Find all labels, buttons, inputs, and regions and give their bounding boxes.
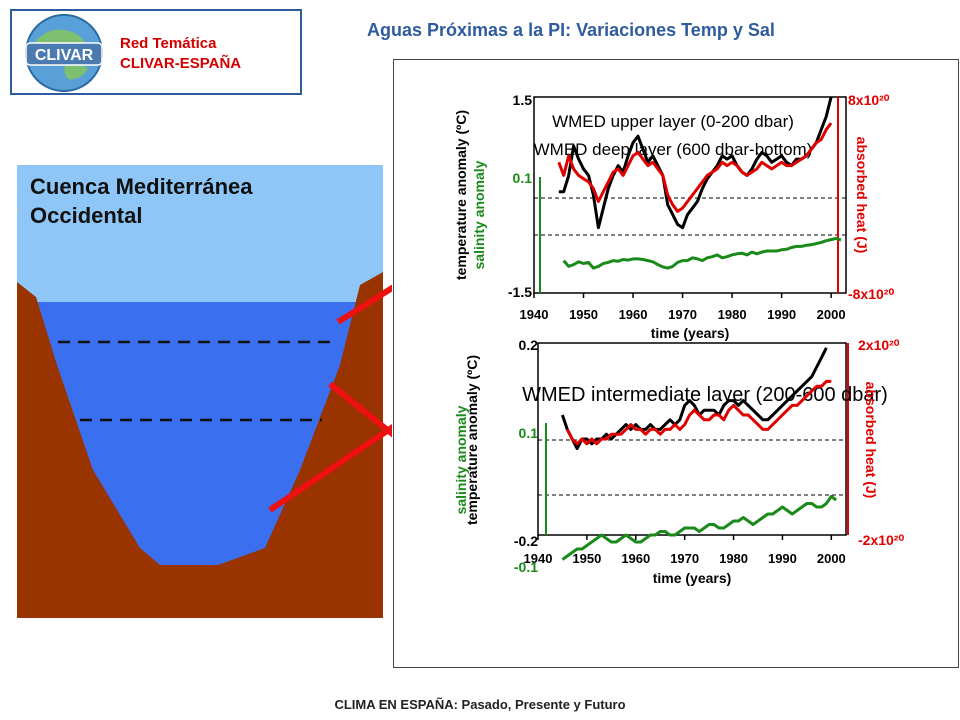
logo-org-line1: Red Temática <box>120 35 217 52</box>
x-tick-label: 1980 <box>718 307 747 322</box>
chart-title: WMED deep layer (600 dbar-bottom) <box>534 140 813 159</box>
x-tick-label: 2000 <box>817 307 846 322</box>
x-tick-label: 1950 <box>569 307 598 322</box>
series-line-temperature <box>557 122 833 213</box>
seabed-land <box>17 272 383 618</box>
basin-label-line1: Cuenca Mediterránea <box>30 174 253 199</box>
x-tick-label: 1970 <box>670 551 699 566</box>
x-tick-label: 1970 <box>668 307 697 322</box>
chart-title: WMED upper layer (0-200 dbar) <box>552 112 794 131</box>
arrow-intermediate-to-bottom-chart <box>328 381 392 438</box>
heat-tick-label: 8x10²⁰ <box>848 92 890 108</box>
heat-axis-label: absorbed heat (J) <box>854 137 870 254</box>
temperature-axis-label: temperature anomaly (ºC) <box>453 110 469 280</box>
heat-axis-label: absorbed heat (J) <box>863 382 879 499</box>
temperature-tick-label: 1.5 <box>513 92 533 108</box>
series-line-heat <box>558 96 833 230</box>
x-tick-label: 1960 <box>621 551 650 566</box>
chart-panel-2: WMED intermediate layer (200-600 dbar) 19… <box>453 337 904 586</box>
temperature-tick-label: -1.5 <box>508 284 532 300</box>
salinity-tick-label: 0.1 <box>519 425 539 441</box>
logo-box: CLIVAR <box>10 9 302 95</box>
series-line-heat <box>560 347 828 451</box>
logo-org-name: Red Temática CLIVAR-ESPAÑA <box>120 34 241 74</box>
heat-tick-label: 2x10²⁰ <box>858 337 900 353</box>
x-tick-label: 1960 <box>619 307 648 322</box>
temperature-axis-label: temperature anomaly (ºC) <box>464 355 480 525</box>
heat-tick-label: -8x10²⁰ <box>848 286 894 302</box>
chart-title: WMED intermediate layer (200-600 dbar) <box>522 384 888 406</box>
x-tick-label: 1990 <box>768 551 797 566</box>
basin-illustration <box>17 165 392 618</box>
plot-area <box>537 342 847 536</box>
x-tick-label: 1940 <box>524 551 553 566</box>
salinity-axis-label: salinity anomaly <box>471 160 487 269</box>
salinity-tick-label: 0.1 <box>513 170 533 186</box>
arrow-deep-to-top-chart <box>268 423 392 513</box>
x-tick-label: 1950 <box>572 551 601 566</box>
logo-text: CLIVAR <box>35 47 94 64</box>
series-line-temperature <box>565 379 832 446</box>
charts-svg: WMED upper layer (0-200 dbar) WMED deep l… <box>453 92 904 586</box>
x-axis-label: time (years) <box>651 325 730 341</box>
x-tick-label: 1940 <box>520 307 549 322</box>
salinity-axis-label: salinity anomaly <box>453 405 469 514</box>
footer-text: CLIMA EN ESPAÑA: Pasado, Presente y Futu… <box>334 697 626 712</box>
basin-label: Cuenca Mediterránea Occidental <box>30 172 253 230</box>
series-line-salinity <box>561 495 838 561</box>
heat-tick-label: -2x10²⁰ <box>858 532 904 548</box>
x-tick-label: 1980 <box>719 551 748 566</box>
page-title: Aguas Próximas a la PI: Variaciones Temp… <box>367 20 775 40</box>
logo-org-line2: CLIVAR-ESPAÑA <box>120 55 242 72</box>
x-axis-label: time (years) <box>653 570 732 586</box>
charts-frame: WMED upper layer (0-200 dbar) WMED deep l… <box>393 59 959 668</box>
clivar-logo-icon: CLIVAR <box>25 14 103 92</box>
temperature-tick-label: 0.2 <box>519 337 539 353</box>
basin-label-line2: Occidental <box>30 203 143 228</box>
x-tick-label: 1990 <box>767 307 796 322</box>
x-tick-label: 2000 <box>817 551 846 566</box>
arrow-upper-to-top-chart <box>336 284 392 325</box>
temperature-tick-label: -0.2 <box>514 533 538 549</box>
salinity-tick-label: -0.1 <box>514 559 538 575</box>
series-line-salinity <box>562 236 842 270</box>
chart-panel-1: WMED upper layer (0-200 dbar) WMED deep l… <box>453 92 894 341</box>
